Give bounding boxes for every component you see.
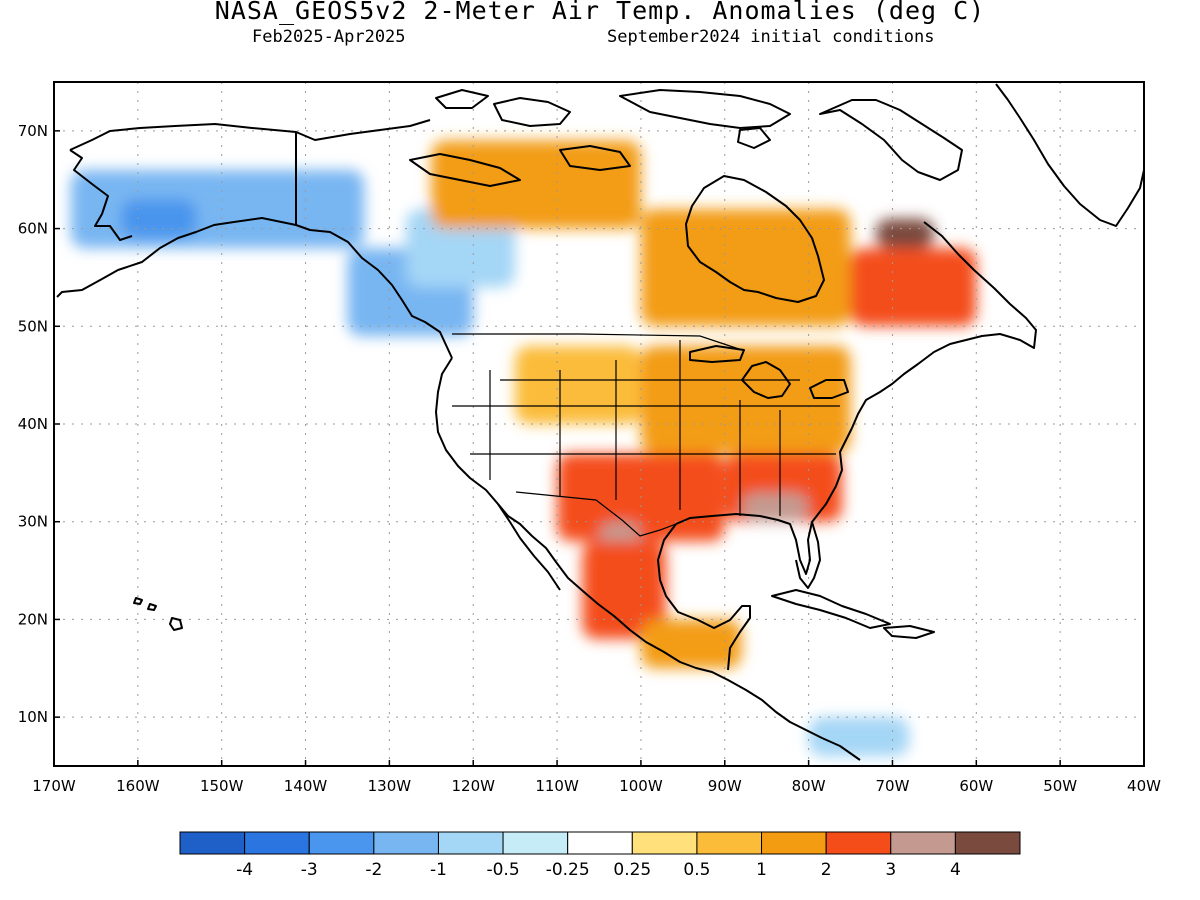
lon-tick-label: 70W	[876, 777, 910, 795]
lat-tick-label: 70N	[18, 122, 48, 140]
lon-tick-label: 150W	[200, 777, 244, 795]
colorbar-swatch	[631, 831, 698, 855]
colorbar-label: -0.25	[546, 860, 590, 880]
colorbar-label: 4	[950, 860, 961, 880]
colorbar	[179, 831, 1021, 855]
colorbar-label: 2	[821, 860, 832, 880]
anomaly-region	[70, 169, 365, 249]
anomaly-region	[515, 345, 641, 424]
colorbar-label: -0.5	[486, 860, 519, 880]
forecast-period: Feb2025-Apr2025	[252, 27, 406, 47]
anomaly-region	[808, 717, 910, 757]
colorbar-swatch	[954, 831, 1021, 855]
colorbar-swatch	[825, 831, 892, 855]
latitude-labels: 70N 60N 50N 40N 30N 20N 10N	[18, 122, 60, 726]
lat-tick-label: 10N	[18, 708, 48, 726]
initial-conditions: September2024 initial conditions	[607, 27, 935, 47]
colorbar-label: 3	[885, 860, 896, 880]
anomaly-fill-layer	[70, 140, 977, 757]
lon-tick-label: 140W	[284, 777, 328, 795]
colorbar-label: 1	[756, 860, 767, 880]
colorbar-swatch	[373, 831, 439, 855]
lon-tick-label: 110W	[535, 777, 579, 795]
lat-tick-label: 40N	[18, 415, 48, 433]
colorbar-label: 0.25	[613, 860, 651, 880]
lat-tick-label: 20N	[18, 610, 48, 628]
anomaly-region	[850, 248, 977, 327]
colorbar-swatch	[437, 831, 504, 855]
anomaly-region	[431, 140, 641, 229]
anomaly-region	[121, 199, 197, 239]
lat-tick-label: 50N	[18, 317, 48, 335]
colorbar-swatch	[567, 831, 633, 855]
colorbar-label: 0.5	[683, 860, 710, 880]
colorbar-swatch	[308, 831, 375, 855]
lon-tick-label: 60W	[959, 777, 993, 795]
anomaly-region	[875, 218, 935, 249]
colorbar-swatch	[890, 831, 956, 855]
colorbar-swatch	[179, 831, 246, 855]
lon-tick-label: 50W	[1043, 777, 1077, 795]
lon-tick-label: 90W	[708, 777, 742, 795]
colorbar-label: -3	[301, 860, 318, 880]
anomaly-region	[640, 209, 851, 327]
lon-tick-label: 80W	[792, 777, 826, 795]
anomaly-region	[640, 619, 742, 669]
colorbar-label: -2	[365, 860, 382, 880]
graticule	[54, 82, 1144, 766]
coastlines	[56, 83, 1144, 761]
colorbar-label: -1	[430, 860, 447, 880]
political-boundaries	[452, 333, 840, 537]
colorbar-swatch	[502, 831, 569, 855]
colorbar-label: -4	[236, 860, 253, 880]
lon-tick-label: 120W	[451, 777, 495, 795]
anomaly-region	[582, 541, 667, 639]
lon-tick-label: 100W	[619, 777, 663, 795]
lat-tick-label: 30N	[18, 513, 48, 531]
longitude-labels: 170W 160W 150W 140W 130W 120W 110W 100W 90W 80W 70…	[32, 760, 1161, 795]
colorbar-swatch	[696, 831, 763, 855]
lon-tick-label: 170W	[32, 777, 76, 795]
anomaly-region	[741, 492, 809, 522]
anomaly-region	[640, 345, 851, 454]
lat-tick-label: 60N	[18, 220, 48, 238]
map-title: NASA_GEOS5v2 2-Meter Air Temp. Anomalies…	[214, 0, 986, 25]
lon-tick-label: 130W	[368, 777, 412, 795]
colorbar-swatch	[244, 831, 310, 855]
colorbar-labels: -4 -3 -2 -1 -0.5 -0.25 0.25 0.5 1 2 3 4	[236, 860, 961, 880]
lon-tick-label: 40W	[1127, 777, 1161, 795]
lon-tick-label: 160W	[116, 777, 160, 795]
colorbar-swatch	[761, 831, 827, 855]
